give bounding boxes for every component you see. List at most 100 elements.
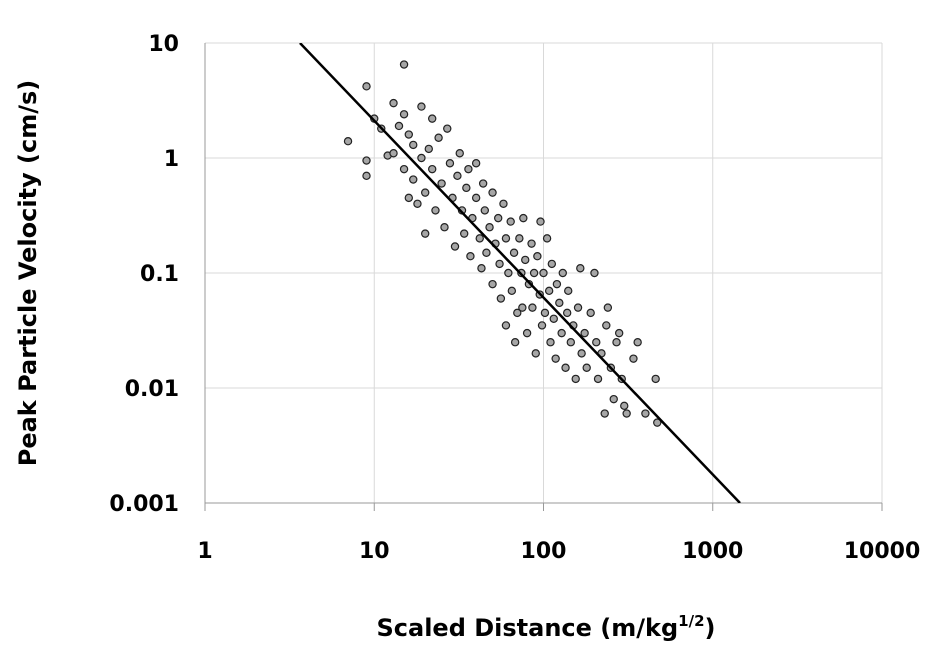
scatter-point bbox=[528, 303, 537, 312]
scatter-point bbox=[580, 328, 589, 338]
scatter-point bbox=[394, 121, 404, 131]
scatter-point bbox=[488, 188, 497, 197]
scatter-point bbox=[527, 239, 536, 248]
scatter-point bbox=[482, 248, 491, 257]
scatter-point bbox=[417, 102, 426, 111]
scatter-point bbox=[539, 268, 548, 278]
scatter-point bbox=[389, 98, 398, 108]
scatter-point bbox=[614, 328, 624, 338]
scatter-point bbox=[633, 338, 642, 347]
scatter-point bbox=[590, 268, 599, 278]
scatter-point bbox=[555, 298, 564, 308]
scatter-point bbox=[603, 303, 613, 312]
scatter-point bbox=[602, 321, 611, 330]
x-axis-title-main: Scaled Distance (m/kg bbox=[376, 614, 678, 642]
scatter-point bbox=[558, 268, 567, 278]
scatter-point bbox=[542, 234, 552, 243]
scatter-point bbox=[409, 175, 418, 184]
scatter-point bbox=[551, 354, 560, 363]
scatter-point bbox=[460, 229, 469, 238]
scatter-point bbox=[499, 199, 508, 208]
scatter-point bbox=[464, 164, 473, 174]
scatter-point bbox=[552, 279, 562, 289]
scatter-point bbox=[399, 110, 409, 119]
scatter-point bbox=[440, 223, 449, 232]
scatter-point bbox=[557, 328, 566, 338]
y-tick-label: 0.1 bbox=[140, 262, 179, 287]
scatter-point bbox=[437, 179, 446, 188]
y-tick-label: 0.001 bbox=[109, 492, 179, 517]
x-axis-title: Scaled Distance (m/kg1/2) bbox=[376, 612, 715, 642]
scatter-point bbox=[521, 255, 530, 265]
scatter-point bbox=[413, 199, 422, 208]
scatter-point bbox=[488, 279, 497, 289]
scatter-point bbox=[445, 159, 455, 168]
scatter-point bbox=[362, 82, 371, 91]
x-axis-title-end: ) bbox=[705, 614, 716, 642]
y-tick-label: 10 bbox=[148, 32, 179, 57]
scatter-point bbox=[522, 328, 532, 338]
scatter-point bbox=[561, 363, 570, 372]
scatter-point bbox=[609, 394, 618, 404]
scatter-point bbox=[546, 338, 555, 347]
x-axis-title-sup: 1/2 bbox=[678, 612, 704, 630]
scatter-point bbox=[533, 251, 542, 261]
scatter-point bbox=[593, 374, 603, 384]
scatter-point bbox=[529, 268, 539, 278]
scatter-point bbox=[478, 179, 488, 188]
scatter-point bbox=[509, 248, 519, 257]
scatter-point bbox=[343, 136, 353, 146]
scatter-point bbox=[471, 193, 481, 203]
scatter-point bbox=[582, 363, 591, 372]
scatter-point bbox=[547, 259, 557, 269]
scatter-point bbox=[586, 308, 595, 318]
scatter-point bbox=[600, 409, 609, 418]
scatter-point bbox=[443, 124, 452, 133]
scatter-point bbox=[501, 234, 511, 243]
scatter-point bbox=[404, 193, 413, 203]
x-tick-label: 1 bbox=[197, 539, 212, 564]
scatter-point bbox=[531, 349, 540, 358]
y-axis-title: Peak Particle Velocity (cm/s) bbox=[14, 80, 42, 467]
scatter-point bbox=[409, 140, 418, 150]
scatter-point bbox=[571, 374, 580, 384]
scatter-point bbox=[653, 418, 662, 427]
scatter-point bbox=[495, 259, 504, 269]
x-tick-label: 100 bbox=[521, 539, 567, 564]
x-tick-label: 10000 bbox=[844, 539, 921, 564]
scatter-point bbox=[420, 188, 430, 197]
scatter-point bbox=[455, 149, 464, 158]
scatter-point bbox=[549, 314, 558, 323]
scatter-point bbox=[475, 234, 484, 243]
scatter-point bbox=[562, 308, 572, 318]
scatter-point bbox=[450, 242, 460, 251]
scatter-point bbox=[612, 338, 621, 347]
scatter-point bbox=[576, 264, 585, 273]
scatter-point bbox=[620, 401, 629, 411]
scatter-point bbox=[496, 294, 506, 303]
scatter-point bbox=[462, 183, 471, 193]
scatter-point bbox=[477, 264, 486, 273]
scatter-point bbox=[629, 354, 638, 363]
scatter-point bbox=[592, 338, 601, 347]
x-tick-label: 1000 bbox=[682, 539, 743, 564]
scatter-point bbox=[510, 338, 520, 347]
scatter-point bbox=[399, 60, 409, 69]
scatter-point bbox=[513, 308, 522, 318]
scatter-point bbox=[404, 130, 413, 139]
y-tick-label: 1 bbox=[164, 147, 179, 172]
scatter-point bbox=[622, 409, 631, 418]
scatter-point bbox=[424, 144, 433, 154]
scatter-point bbox=[389, 149, 398, 158]
scatter-point bbox=[536, 217, 545, 226]
scatter-point bbox=[431, 206, 440, 215]
scatter-point bbox=[566, 338, 576, 347]
scatter-point bbox=[501, 321, 511, 330]
scatter-point bbox=[434, 133, 443, 142]
y-tick-label: 0.01 bbox=[125, 377, 179, 402]
scatter-point bbox=[507, 286, 517, 296]
scatter-point bbox=[544, 286, 554, 296]
scatter-point bbox=[453, 171, 462, 181]
scatter-point bbox=[506, 217, 515, 226]
